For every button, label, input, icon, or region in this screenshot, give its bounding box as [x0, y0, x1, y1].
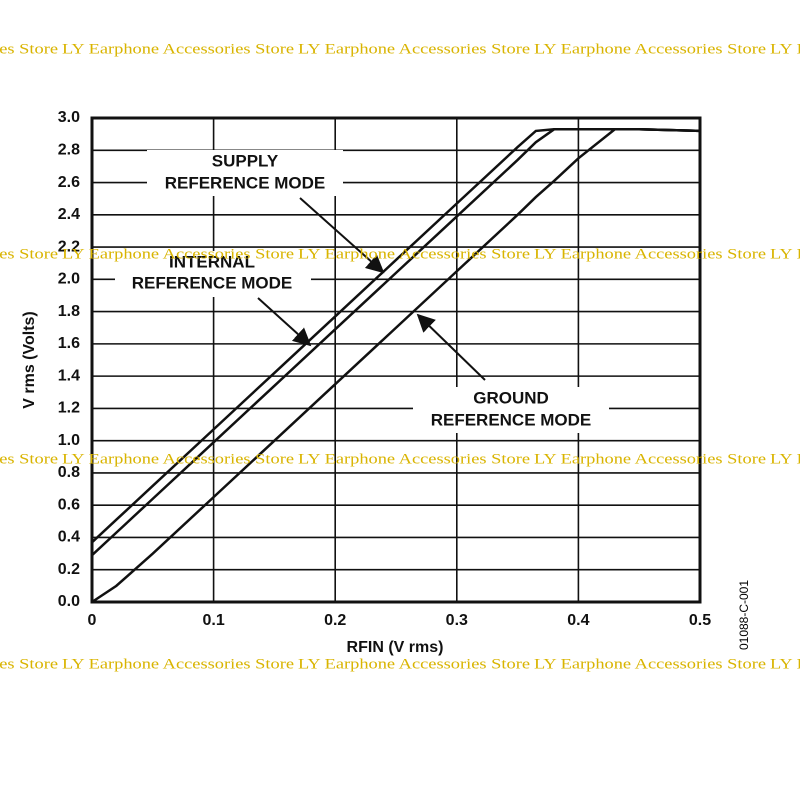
annotation-text: GROUND: [473, 388, 549, 407]
x-tick-label: 0.2: [324, 612, 346, 629]
annotation-bg: [147, 150, 343, 196]
y-tick-label: 0.6: [58, 496, 80, 513]
watermark: LY Earphone Accessories Store: [0, 656, 58, 672]
y-tick-label: 2.4: [58, 206, 80, 223]
annotation-text: INTERNAL: [169, 252, 255, 271]
x-tick-label: 0.5: [689, 612, 711, 629]
y-tick-label: 1.6: [58, 335, 80, 352]
y-tick-label: 2.6: [58, 174, 80, 191]
watermark: LY Earphone Accessories Store: [534, 41, 766, 57]
watermark: LY Earphone Accessories Store: [298, 656, 530, 672]
watermark: LY Earphone Accessories Store: [62, 451, 294, 467]
y-tick-label: 1.8: [58, 303, 80, 320]
annotation-text: REFERENCE MODE: [132, 273, 293, 292]
figure-code: 01088-C-001: [737, 580, 751, 650]
y-tick-label: 2.2: [58, 238, 80, 255]
annotation-arrow: [299, 197, 385, 274]
watermark: LY Earphone Accessories Store: [534, 451, 766, 467]
annotation-text: REFERENCE MODE: [165, 173, 326, 192]
annotation-bg: [115, 251, 311, 297]
annotation-text: REFERENCE MODE: [431, 410, 592, 429]
watermark: LY Earphone Accessories Store: [770, 246, 800, 262]
watermark: LY Earphone Accessories Store: [0, 246, 58, 262]
watermark: LY Earphone Accessories Store: [298, 41, 530, 57]
annotation-text: SUPPLY: [212, 151, 279, 170]
y-tick-label: 3.0: [58, 109, 80, 126]
annotation-arrow: [416, 313, 486, 381]
watermark: LY Earphone Accessories Store: [770, 41, 800, 57]
watermark: LY Earphone Accessories Store: [298, 451, 530, 467]
y-tick-label: 1.0: [58, 432, 80, 449]
annotation-bg: [413, 387, 609, 433]
y-tick-label: 0.0: [58, 593, 80, 610]
watermark: LY Earphone Accessories Store: [298, 246, 530, 262]
watermark: LY Earphone Accessories Store: [770, 656, 800, 672]
x-tick-label: 0.1: [202, 612, 224, 629]
watermark: LY Earphone Accessories Store: [62, 41, 294, 57]
watermark: LY Earphone Accessories Store: [0, 41, 58, 57]
watermark: LY Earphone Accessories Store: [534, 246, 766, 262]
series-line: [91, 128, 701, 604]
y-tick-label: 0.4: [58, 529, 80, 546]
watermark: LY Earphone Accessories Store: [0, 451, 58, 467]
watermark: LY Earphone Accessories Store: [534, 656, 766, 672]
series-line: [91, 128, 701, 557]
y-tick-label: 2.8: [58, 141, 80, 158]
y-tick-label: 1.4: [58, 367, 80, 384]
x-tick-label: 0: [88, 612, 97, 629]
x-tick-label: 0.4: [567, 612, 589, 629]
y-axis-label: V rms (Volts): [21, 311, 38, 409]
y-tick-label: 2.0: [58, 271, 80, 288]
x-tick-label: 0.3: [446, 612, 468, 629]
watermark: LY Earphone Accessories Store: [770, 451, 800, 467]
y-tick-label: 0.2: [58, 561, 80, 578]
y-tick-label: 1.2: [58, 400, 80, 417]
watermark: LY Earphone Accessories Store: [62, 656, 294, 672]
y-tick-label: 0.8: [58, 464, 80, 481]
plot-frame: [90, 116, 702, 604]
x-axis-label: RFIN (V rms): [347, 639, 444, 656]
watermark: LY Earphone Accessories Store: [62, 246, 294, 262]
annotation-arrow: [257, 297, 312, 347]
